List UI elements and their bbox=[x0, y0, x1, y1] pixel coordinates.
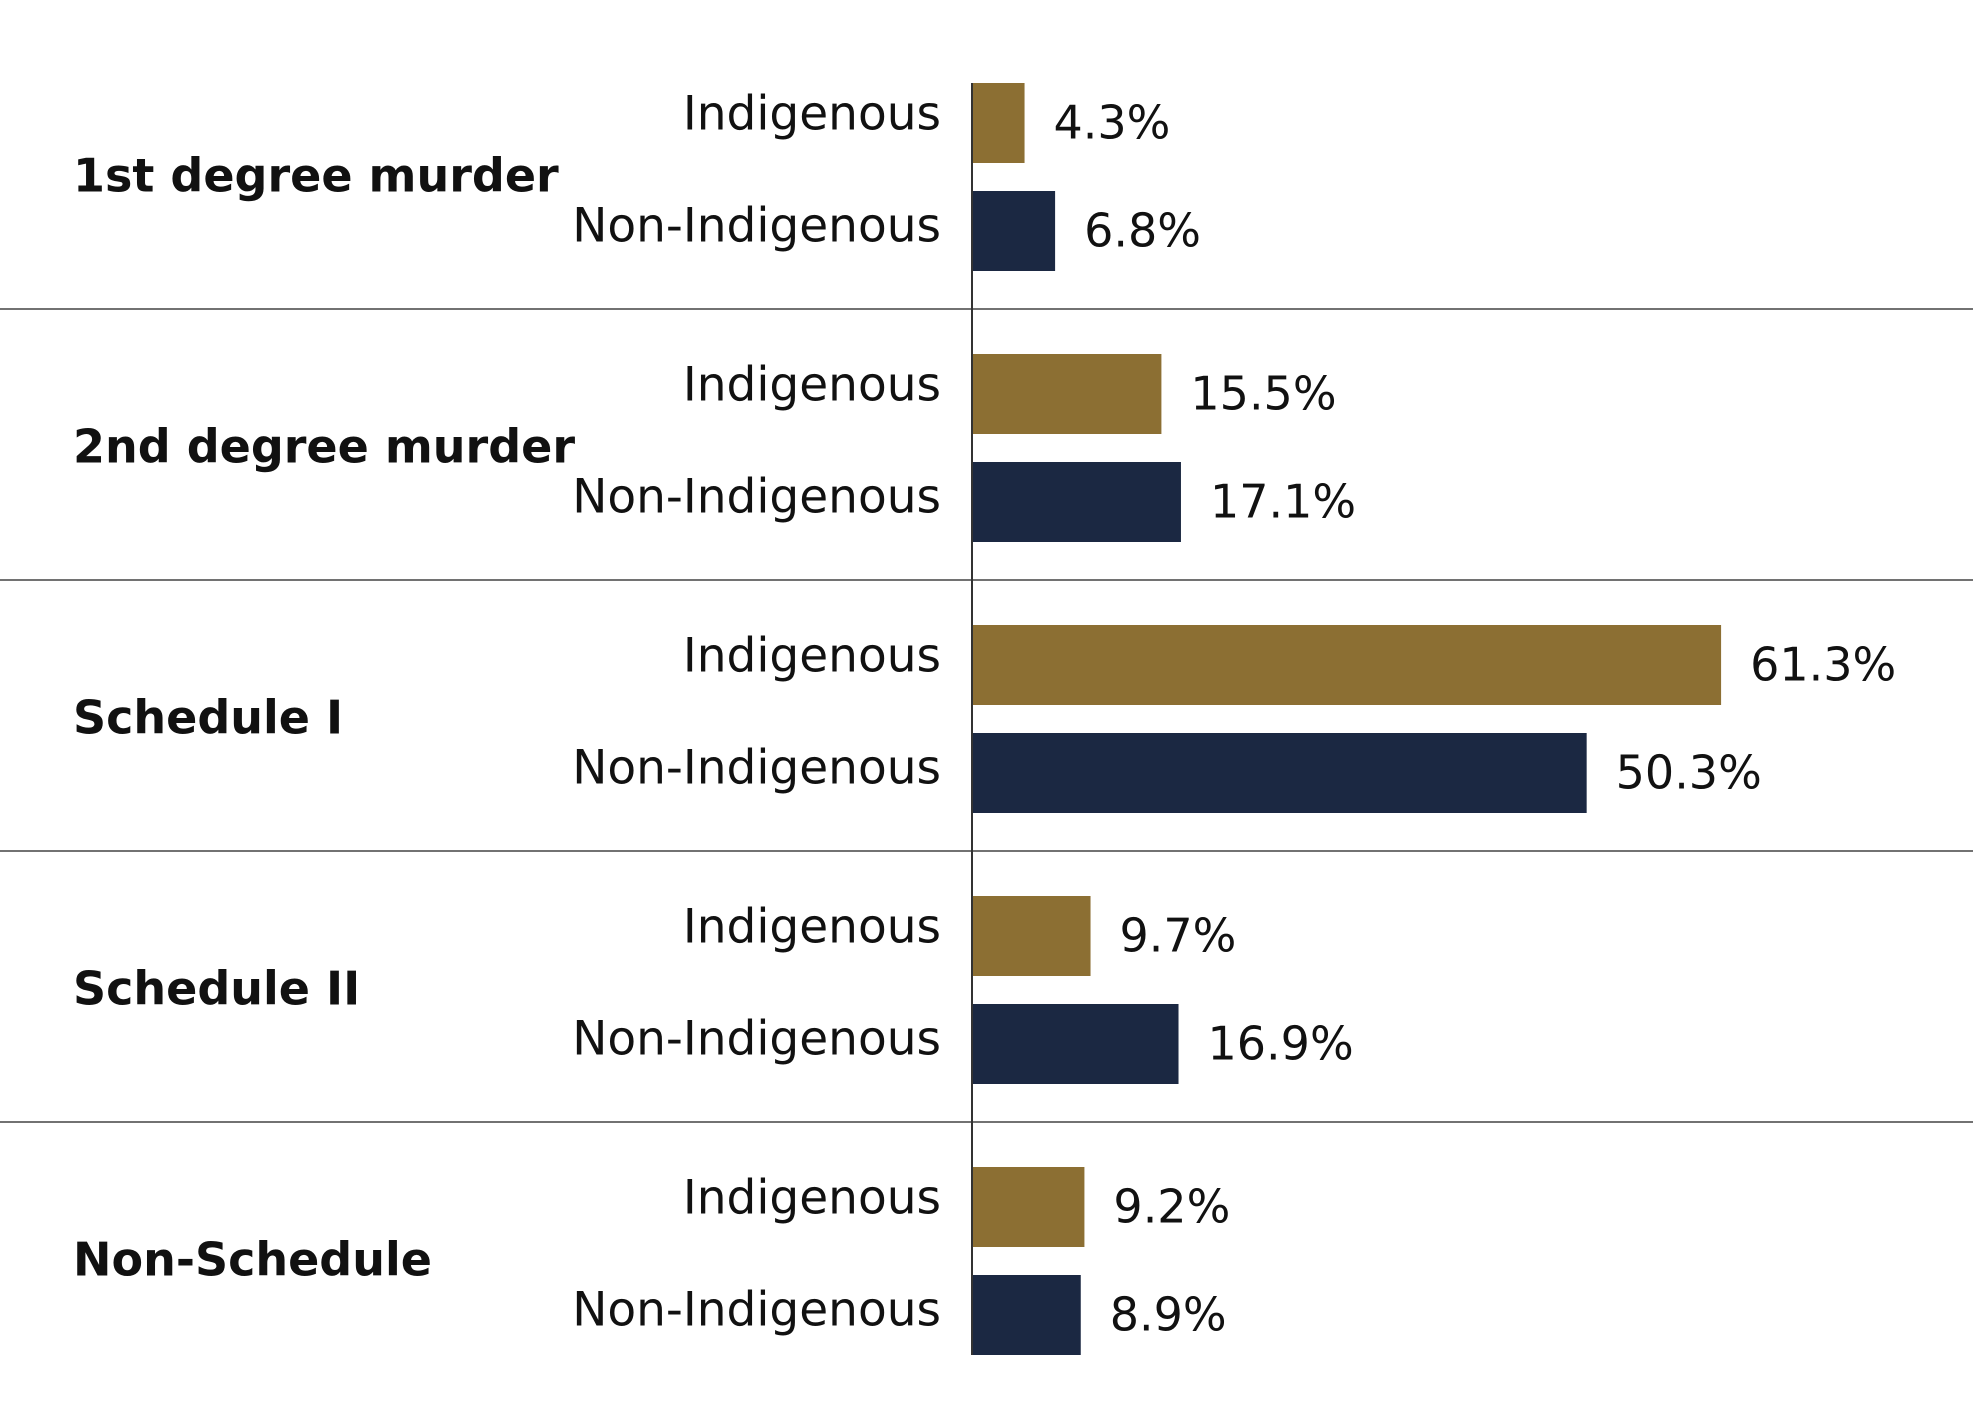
bar bbox=[972, 83, 1025, 163]
series-label: Indigenous bbox=[683, 1171, 941, 1226]
series-label: Non-Indigenous bbox=[572, 1283, 941, 1338]
value-label: 15.5% bbox=[1190, 367, 1336, 421]
category-label: Schedule II bbox=[73, 962, 360, 1016]
series-label: Indigenous bbox=[683, 87, 941, 142]
value-label: 61.3% bbox=[1750, 638, 1896, 692]
value-label: 8.9% bbox=[1110, 1288, 1227, 1342]
value-label: 9.7% bbox=[1120, 909, 1237, 963]
series-label: Non-Indigenous bbox=[572, 1012, 941, 1067]
series-label: Indigenous bbox=[683, 358, 941, 413]
bar bbox=[972, 1167, 1085, 1247]
value-label: 16.9% bbox=[1208, 1017, 1354, 1071]
value-label: 9.2% bbox=[1113, 1180, 1230, 1234]
series-label: Indigenous bbox=[683, 900, 941, 955]
value-label: 4.3% bbox=[1054, 96, 1171, 150]
category-label: Non-Schedule bbox=[73, 1233, 432, 1287]
bar bbox=[972, 1004, 1179, 1084]
value-label: 50.3% bbox=[1616, 746, 1762, 800]
bar bbox=[972, 896, 1091, 976]
category-label: 2nd degree murder bbox=[73, 420, 575, 474]
bar bbox=[972, 625, 1722, 705]
series-label: Indigenous bbox=[683, 629, 941, 684]
series-label: Non-Indigenous bbox=[572, 470, 941, 525]
bar bbox=[972, 354, 1162, 434]
bar bbox=[972, 1275, 1081, 1355]
bar bbox=[972, 733, 1587, 813]
series-label: Non-Indigenous bbox=[572, 741, 941, 796]
category-label: Schedule I bbox=[73, 691, 343, 745]
category-label: 1st degree murder bbox=[73, 149, 559, 203]
bar bbox=[972, 191, 1056, 271]
series-label: Non-Indigenous bbox=[572, 199, 941, 254]
bar bbox=[972, 462, 1181, 542]
value-label: 17.1% bbox=[1210, 475, 1356, 529]
value-label: 6.8% bbox=[1084, 204, 1201, 258]
